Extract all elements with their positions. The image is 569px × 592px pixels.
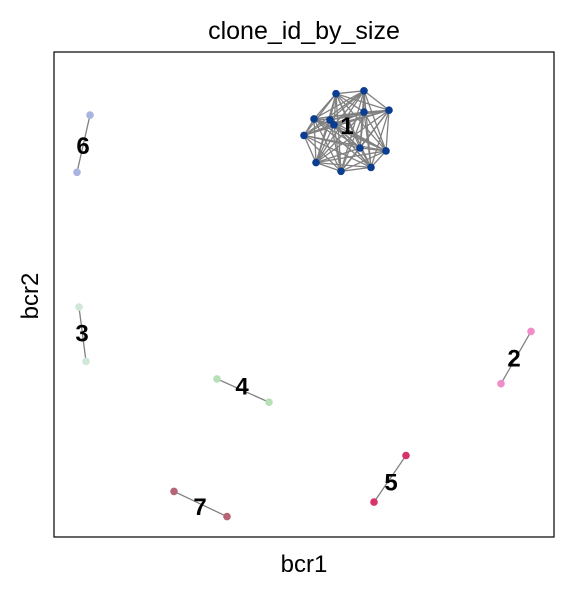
edge-cluster-7: [173, 490, 228, 518]
node-cluster-4-0: [213, 375, 221, 383]
chart-title: clone_id_by_size: [208, 17, 400, 45]
node-cluster-7-1: [223, 512, 231, 521]
node-cluster-1-3: [310, 115, 318, 123]
cluster-label-5: 5: [384, 470, 397, 497]
edge-cluster-1: [315, 90, 365, 163]
edge-cluster-1: [303, 119, 331, 136]
edge-cluster-1: [335, 93, 372, 168]
node-cluster-1-0: [360, 87, 368, 95]
y-axis-label: bcr2: [17, 273, 44, 320]
node-cluster-1-11: [367, 163, 375, 172]
cluster-label-1: 1: [340, 113, 353, 140]
node-cluster-2-0: [527, 327, 535, 336]
edge-cluster-1: [313, 111, 365, 120]
node-cluster-5-1: [370, 498, 378, 506]
node-cluster-4-1: [265, 398, 273, 407]
node-cluster-1-6: [300, 131, 308, 140]
edge-cluster-1: [329, 119, 387, 152]
edge-cluster-1: [329, 119, 342, 172]
edge-cluster-1: [363, 111, 387, 152]
node-cluster-6-0: [86, 111, 94, 119]
edge-cluster-5: [373, 455, 407, 503]
edge-cluster-1: [303, 93, 337, 136]
edge-cluster-1: [335, 93, 387, 152]
edge-cluster-1: [313, 118, 342, 172]
node-cluster-6-1: [73, 168, 81, 177]
edge-cluster-1: [303, 124, 335, 137]
node-cluster-1-9: [312, 158, 320, 167]
edge-cluster-1: [340, 166, 372, 172]
edge-cluster-1: [315, 150, 387, 164]
edge-cluster-1: [363, 90, 390, 111]
plot-frame: [53, 51, 555, 538]
node-cluster-1-2: [385, 106, 393, 114]
edge-cluster-1: [335, 90, 365, 95]
edge-cluster-1: [303, 135, 317, 163]
edge-cluster-1: [340, 150, 387, 172]
edge-cluster-1: [359, 147, 387, 152]
edge-cluster-1: [303, 134, 361, 149]
edge-cluster-1: [303, 109, 390, 137]
node-cluster-1-7: [382, 147, 390, 155]
edge-cluster-6: [76, 114, 91, 173]
node-cluster-1-1: [332, 89, 340, 98]
edge-cluster-1: [359, 112, 365, 149]
edge-cluster-2: [500, 331, 532, 385]
node-cluster-5-0: [402, 451, 410, 460]
node-cluster-1-8: [356, 144, 364, 152]
edge-cluster-1: [385, 110, 390, 151]
cluster-label-4: 4: [235, 374, 249, 401]
edge-cluster-1: [303, 134, 342, 172]
cluster-label-2: 2: [507, 346, 520, 373]
edge-cluster-4: [216, 378, 270, 403]
edges-layer: [76, 90, 532, 518]
edge-cluster-1: [315, 124, 335, 163]
cluster-label-6: 6: [76, 133, 89, 160]
node-cluster-1-4: [360, 108, 368, 116]
edge-cluster-1: [335, 93, 365, 113]
edge-cluster-1: [315, 119, 331, 163]
cluster-label-7: 7: [193, 494, 206, 521]
edge-cluster-1: [370, 110, 390, 168]
edge-cluster-1: [335, 93, 390, 111]
edge-cluster-3: [78, 307, 87, 362]
cluster-labels-layer: 1 2 3 4 5 6 7: [75, 113, 520, 521]
node-cluster-7-0: [170, 487, 178, 496]
node-cluster-1-10: [337, 167, 345, 176]
node-cluster-3-1: [82, 357, 90, 366]
node-cluster-1-12: [326, 116, 334, 124]
edge-cluster-1: [315, 161, 372, 169]
node-cluster-2-1: [497, 379, 505, 388]
cluster-label-3: 3: [75, 320, 88, 347]
nodes-layer: [73, 87, 535, 521]
edge-cluster-1: [313, 90, 365, 120]
edge-cluster-1: [329, 93, 337, 121]
edge-cluster-1: [329, 119, 372, 168]
x-axis-label: bcr1: [281, 551, 328, 578]
edge-cluster-1: [315, 161, 342, 172]
edge-cluster-1: [329, 111, 365, 121]
node-cluster-3-0: [75, 303, 83, 311]
